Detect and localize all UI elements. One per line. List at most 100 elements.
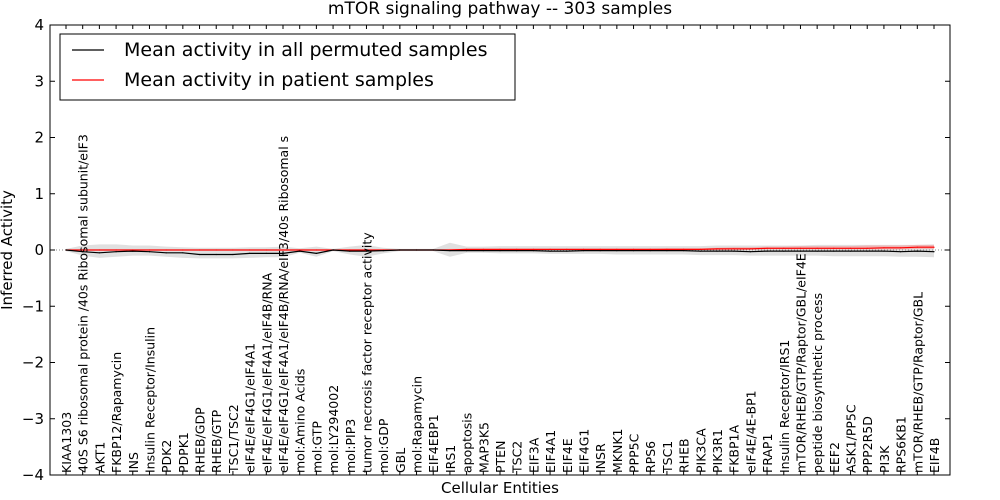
data-point-patient [933,246,935,248]
data-point-patient [916,246,918,248]
x-tick-label: EIF4A1 [543,430,558,473]
axes: −4 −3 −2 −1 0 1 2 3 4 [22,16,951,484]
data-point-patient [265,249,267,251]
x-tick-label: mol:Amino Acids [293,369,308,473]
data-point-patient [198,249,201,251]
data-point-permuted [182,252,184,254]
x-tick-label: PDK2 [159,440,174,473]
x-tick-label: mTOR/RHEB/GTP/Raptor/GBL/eIF4E [794,253,809,473]
x-tick-label: PPP5C [627,433,642,473]
x-tick-label: TSC2 [510,441,525,474]
x-tick-label: mol:LY294002 [326,385,341,473]
x-tick-label: peptide biosynthetic process [810,293,825,473]
x-tick-label: EIF3A [526,437,541,473]
data-point-permuted [382,250,384,252]
data-point-permuted [632,250,635,252]
data-point-permuted [482,250,484,252]
data-point-patient [616,248,618,250]
data-point-patient [282,249,284,251]
data-point-permuted [249,252,251,254]
x-tick-label: mol:PIP3 [343,419,358,473]
data-point-patient [683,248,685,250]
y-tick-label: 2 [34,129,44,147]
data-point-patient [649,248,651,250]
y-tick-label: 0 [34,241,44,259]
x-tick-label: IRS1 [443,445,458,473]
data-point-patient [900,247,902,249]
data-point-permuted [365,250,368,252]
x-tick-label: RHEB [677,438,692,473]
data-point-patient [632,248,635,250]
data-point-permuted [82,251,84,253]
data-point-permuted [299,250,301,252]
data-point-patient [816,247,818,249]
x-tick-label: KIAA1303 [59,412,74,473]
x-tick-label: ASK1/PP5C [844,404,859,473]
data-point-patient [566,248,568,250]
data-point-patient [165,249,167,251]
data-point-permuted [582,250,585,252]
x-tick-label: FRAP1 [760,434,775,473]
data-point-permuted [215,253,217,256]
x-tick-label: RHEB/GTP [209,409,224,473]
x-tick-labels: KIAA1303 40S S6 ribosomal protein /40s Ri… [59,134,942,474]
x-tick-label: EIF4E [560,438,575,473]
x-tick-label: FKBP1A [727,425,742,473]
data-point-patient [115,249,117,251]
data-point-permuted [132,250,134,252]
x-tick-label: GBL [393,448,408,473]
data-point-permuted [933,251,935,253]
y-tick-label: 1 [34,185,44,203]
data-point-patient [666,248,668,250]
data-point-patient [215,249,217,251]
data-point-permuted [683,250,685,252]
data-point-permuted [282,252,284,254]
x-tick-label: PDPK1 [176,432,191,473]
x-tick-label: PPP2R5D [860,416,875,473]
x-tick-label: eIF4E/eIF4G1/eIF4A1/eIF4B/RNA/eIF3/40s R… [276,136,291,473]
y-tick-label: −1 [22,297,44,315]
data-point-permuted [499,250,501,252]
data-point-patient [599,248,601,250]
data-point-patient [783,247,785,249]
data-point-permuted [900,251,902,253]
data-point-patient [349,249,351,251]
data-point-permuted [432,249,434,251]
y-tick-label: 3 [34,72,44,90]
x-tick-label: 40S S6 ribosomal protein /40s Ribosomal … [76,134,91,473]
data-point-permuted [883,250,885,252]
data-point-permuted [466,250,468,252]
data-point-permuted [749,251,752,253]
chart-title: mTOR signaling pathway -- 303 samples [328,0,672,19]
data-point-permuted [866,250,868,252]
x-tick-label: TSC1/TSC2 [226,404,241,474]
x-tick-label: mTOR/RHEB/GTP/Raptor/GBL [910,292,925,473]
data-point-permuted [699,250,701,252]
x-tick-label: PIK3R1 [710,429,725,473]
data-point-patient [733,248,735,250]
data-point-permuted [148,251,151,253]
data-point-patient [866,247,868,249]
data-point-permuted [849,250,852,252]
data-point-patient [482,248,484,250]
data-point-permuted [549,250,551,252]
data-point-permuted [766,250,768,252]
data-point-patient [499,248,501,250]
x-tick-label: FKBP12/Rapamycin [109,352,124,473]
data-series [65,246,935,256]
x-tick-label: EIF4EBP1 [426,414,441,473]
x-tick-label: eIF4E/4E-BP1 [743,390,758,473]
data-point-permuted [783,250,785,252]
data-point-permuted [916,250,918,252]
data-point-permuted [532,250,535,252]
x-tick-label: RPS6KB1 [894,416,909,473]
x-tick-label: RHEB/GDP [193,407,208,473]
x-tick-label: AKT1 [92,442,107,473]
y-tick-label: −2 [22,354,44,372]
data-point-permuted [799,250,802,252]
data-point-patient [749,248,752,250]
data-point-patient [799,247,802,249]
data-point-permuted [666,250,668,252]
x-tick-label: EIF4G1 [577,429,592,473]
y-tick-label: 4 [34,16,44,34]
